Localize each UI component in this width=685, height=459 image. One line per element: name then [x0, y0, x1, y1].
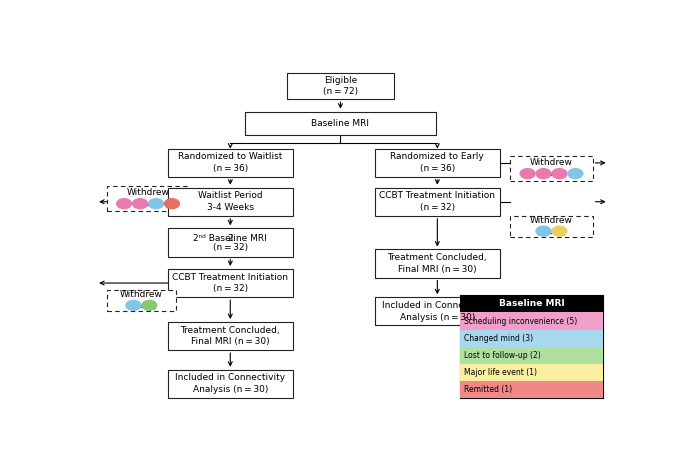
Text: Eligible
(n = 72): Eligible (n = 72) — [323, 76, 358, 96]
FancyBboxPatch shape — [460, 330, 603, 347]
Circle shape — [116, 199, 132, 208]
Circle shape — [568, 168, 583, 179]
FancyBboxPatch shape — [107, 186, 189, 211]
Text: Scheduling inconvenience (5): Scheduling inconvenience (5) — [464, 317, 577, 325]
FancyBboxPatch shape — [288, 73, 393, 99]
Text: Waitlist Period
3-4 Weeks: Waitlist Period 3-4 Weeks — [198, 191, 262, 212]
Text: Withdrew
(n = 2): Withdrew (n = 2) — [530, 216, 573, 237]
Text: Treatment Concluded,
Final MRI (n = 30): Treatment Concluded, Final MRI (n = 30) — [388, 253, 487, 274]
Text: Baseline MRI: Baseline MRI — [499, 299, 564, 308]
FancyBboxPatch shape — [460, 296, 603, 313]
Circle shape — [520, 168, 535, 179]
Text: Lost to follow-up (2): Lost to follow-up (2) — [464, 351, 540, 360]
Circle shape — [536, 168, 551, 179]
Text: Changed mind (3): Changed mind (3) — [464, 334, 533, 342]
FancyBboxPatch shape — [168, 188, 292, 216]
FancyBboxPatch shape — [168, 269, 292, 297]
Circle shape — [536, 226, 551, 236]
Text: Included in Connectivity
Analysis (n = 30): Included in Connectivity Analysis (n = 3… — [382, 301, 493, 322]
FancyBboxPatch shape — [245, 112, 436, 134]
Circle shape — [149, 199, 164, 208]
FancyBboxPatch shape — [168, 149, 292, 177]
Circle shape — [552, 226, 567, 236]
Text: Withdrew
(n = 4): Withdrew (n = 4) — [127, 188, 169, 209]
Circle shape — [142, 301, 157, 310]
Circle shape — [126, 301, 141, 310]
Circle shape — [164, 199, 179, 208]
FancyBboxPatch shape — [107, 290, 176, 311]
Text: Remitted (1): Remitted (1) — [464, 385, 512, 394]
Circle shape — [552, 168, 567, 179]
Text: Treatment Concluded,
Final MRI (n = 30): Treatment Concluded, Final MRI (n = 30) — [180, 325, 280, 347]
Text: 2ⁿᵈ Baseline MRI: 2ⁿᵈ Baseline MRI — [193, 234, 267, 243]
FancyBboxPatch shape — [510, 216, 593, 237]
Text: Withdrew
(n = 2): Withdrew (n = 2) — [120, 290, 163, 311]
FancyBboxPatch shape — [168, 322, 292, 350]
Text: Randomized to Waitlist
(n = 36): Randomized to Waitlist (n = 36) — [178, 152, 282, 174]
Text: Baseline MRI: Baseline MRI — [312, 118, 369, 128]
Text: Included in Connectivity
Analysis (n = 30): Included in Connectivity Analysis (n = 3… — [175, 373, 286, 394]
FancyBboxPatch shape — [375, 249, 500, 278]
FancyBboxPatch shape — [168, 369, 292, 398]
Text: (n = 32): (n = 32) — [213, 243, 248, 252]
Text: Major life event (1): Major life event (1) — [464, 368, 536, 377]
FancyBboxPatch shape — [460, 381, 603, 398]
FancyBboxPatch shape — [460, 313, 603, 330]
FancyBboxPatch shape — [510, 156, 593, 180]
FancyBboxPatch shape — [168, 228, 292, 257]
Text: Withdrew
(n = 4): Withdrew (n = 4) — [530, 158, 573, 179]
FancyBboxPatch shape — [460, 364, 603, 381]
FancyBboxPatch shape — [375, 149, 500, 177]
FancyBboxPatch shape — [375, 297, 500, 325]
Text: CCBT Treatment Initiation
(n = 32): CCBT Treatment Initiation (n = 32) — [173, 273, 288, 293]
FancyBboxPatch shape — [460, 347, 603, 364]
Circle shape — [133, 199, 147, 208]
FancyBboxPatch shape — [375, 188, 500, 216]
Text: 2: 2 — [227, 234, 233, 243]
Text: Randomized to Early
(n = 36): Randomized to Early (n = 36) — [390, 152, 484, 174]
Text: CCBT Treatment Initiation
(n = 32): CCBT Treatment Initiation (n = 32) — [379, 191, 495, 212]
